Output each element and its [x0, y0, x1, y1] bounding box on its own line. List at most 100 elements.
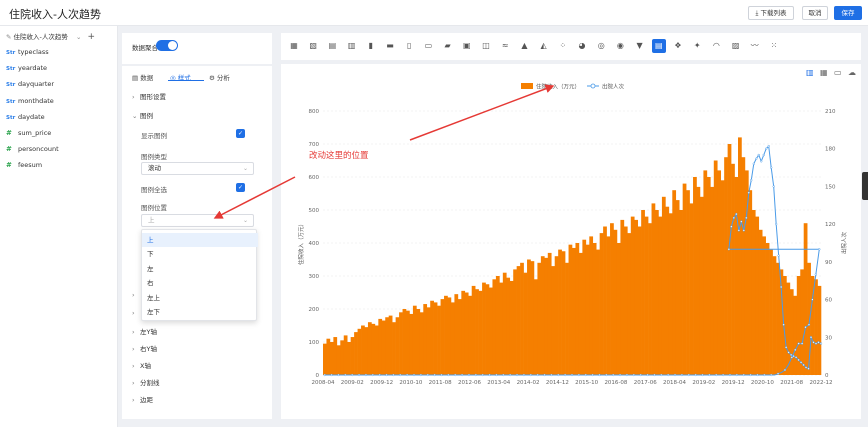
chart-type-icon[interactable]: ❖	[674, 41, 682, 50]
section-x-axis[interactable]: › X轴	[132, 362, 151, 370]
cancel-button[interactable]: 取消	[802, 6, 828, 20]
field-item[interactable]: Str monthdate	[6, 95, 54, 107]
field-item[interactable]: Str typeclass	[6, 46, 49, 58]
cloud-icon[interactable]: ☁	[848, 68, 856, 77]
chart-type-icon[interactable]: ◉	[616, 41, 624, 50]
combo-chart-icon[interactable]: ▤	[651, 39, 666, 53]
line-point	[749, 373, 752, 377]
chart-type-icon[interactable]: ▯	[406, 41, 412, 50]
chart-type-icon[interactable]: ◕	[578, 41, 586, 50]
chart-type-icon[interactable]: ▮	[368, 41, 373, 50]
chart-type-icon[interactable]: ◫	[482, 41, 490, 50]
section-split-line[interactable]: › 分割线	[132, 379, 160, 387]
bar	[810, 276, 815, 375]
chart-type-icon[interactable]: ▥	[347, 41, 356, 50]
section-legend[interactable]: ⌄ 图例	[132, 112, 153, 120]
y-right-tick-label: 0	[825, 373, 829, 379]
section-collapsed-2[interactable]: ›	[132, 309, 140, 317]
bar	[354, 332, 358, 375]
chart-type-icon[interactable]: 〰	[750, 41, 759, 50]
bar	[644, 216, 649, 375]
line-point	[364, 373, 368, 377]
tab-data[interactable]: ▤ 数据	[132, 74, 154, 82]
dropdown-option[interactable]: 下	[147, 250, 154, 258]
line-point	[399, 373, 402, 377]
chevron-down-icon[interactable]: ⌄	[75, 33, 82, 41]
add-icon[interactable]: +	[87, 32, 96, 42]
chart-type-icon[interactable]: ✦	[693, 41, 701, 50]
dataset-header[interactable]: ✎ 住院收入-人次趋势 ⌄ +	[6, 32, 96, 42]
data-aggregate-toggle[interactable]	[156, 40, 178, 51]
chart-type-icon[interactable]: ▨	[731, 41, 740, 50]
dropdown-option[interactable]: 右	[147, 279, 154, 287]
show-legend-checkbox[interactable]: ✓	[236, 129, 245, 138]
bar	[437, 305, 441, 375]
chart-type-icon[interactable]: ▧	[309, 41, 317, 50]
chart-type-icon[interactable]: ▲	[521, 41, 528, 50]
bar	[374, 325, 379, 375]
line-point	[814, 273, 817, 276]
section-collapsed-1[interactable]: ›	[132, 291, 140, 299]
chart-type-icon[interactable]: ◭	[540, 41, 547, 50]
chart-type-icon[interactable]: ⁙	[770, 41, 778, 50]
bar	[333, 337, 338, 375]
table-view-icon[interactable]: ▦	[820, 68, 828, 77]
bar	[506, 277, 511, 375]
chevron-down-icon: ⌄	[242, 165, 248, 172]
bar	[610, 223, 614, 375]
legend-position-select[interactable]: 上 ⌄	[141, 214, 254, 227]
line-point	[811, 298, 814, 301]
dropdown-option[interactable]: 上	[142, 233, 258, 247]
section-margin[interactable]: › 边距	[132, 396, 153, 404]
field-item[interactable]: Str dayquarter	[6, 78, 54, 90]
line-point	[747, 191, 750, 194]
legend-type-select[interactable]: 滚动 ⌄	[141, 162, 254, 175]
chart-type-icon[interactable]: ▦	[290, 41, 298, 50]
tab-analysis[interactable]: ⚙ 分析	[209, 74, 230, 82]
legend-select-all-checkbox[interactable]: ✓	[236, 183, 245, 192]
field-item[interactable]: Str daydate	[6, 111, 45, 123]
bar	[738, 137, 742, 375]
bar	[686, 190, 690, 375]
chart-type-icon[interactable]: ◎	[597, 41, 605, 50]
section-left-y[interactable]: › 左Y轴	[132, 328, 157, 336]
line-point	[536, 373, 539, 377]
chart-type-icon[interactable]: ≈	[501, 41, 509, 50]
dropdown-option[interactable]: 左上	[147, 294, 160, 302]
line-point	[776, 372, 780, 375]
active-tab-indicator	[168, 80, 204, 81]
y-right-tick-label: 90	[825, 260, 832, 266]
chart-type-icon[interactable]: ⁘	[559, 41, 567, 50]
dropdown-option[interactable]: 左下	[147, 308, 160, 316]
chart-type-icon[interactable]: ▰	[444, 41, 451, 50]
dropdown-option[interactable]: 左	[147, 265, 154, 273]
string-field-icon: Str	[6, 114, 16, 121]
chart-type-icon[interactable]: ▤	[328, 41, 337, 50]
field-item[interactable]: Str yeardate	[6, 62, 47, 74]
section-right-y[interactable]: › 右Y轴	[132, 345, 157, 353]
field-item[interactable]: # personcount	[6, 143, 59, 155]
comment-icon[interactable]: ▭	[834, 68, 842, 77]
chart-type-icon[interactable]: ▼	[636, 41, 643, 50]
chart-type-icon[interactable]: ▭	[424, 41, 433, 50]
line-point	[577, 373, 581, 377]
field-item[interactable]: # feesum	[6, 159, 42, 171]
save-button[interactable]: 保存	[834, 6, 862, 20]
chart-type-icon[interactable]: ◠	[712, 41, 720, 50]
bar	[779, 269, 784, 375]
right-edge-tab[interactable]	[862, 172, 868, 200]
download-list-button[interactable]: ⤓ 下载列表	[748, 6, 794, 20]
y-right-tick-label: 30	[825, 335, 832, 341]
field-item[interactable]: # sum_price	[6, 127, 51, 139]
chart-type-icon[interactable]: ▣	[463, 41, 471, 50]
line-point	[728, 373, 732, 377]
chart-view-icon[interactable]: ▥	[806, 68, 814, 77]
bar	[402, 309, 407, 375]
chart-type-icon[interactable]: ▬	[386, 41, 394, 50]
line-point	[802, 363, 805, 367]
section-graphic-settings[interactable]: › 图形设置	[132, 93, 166, 101]
tab-style[interactable]: ◎ 样式	[170, 74, 191, 82]
edit-icon[interactable]: ✎	[6, 33, 12, 41]
bar	[478, 290, 483, 375]
bar	[651, 203, 656, 375]
